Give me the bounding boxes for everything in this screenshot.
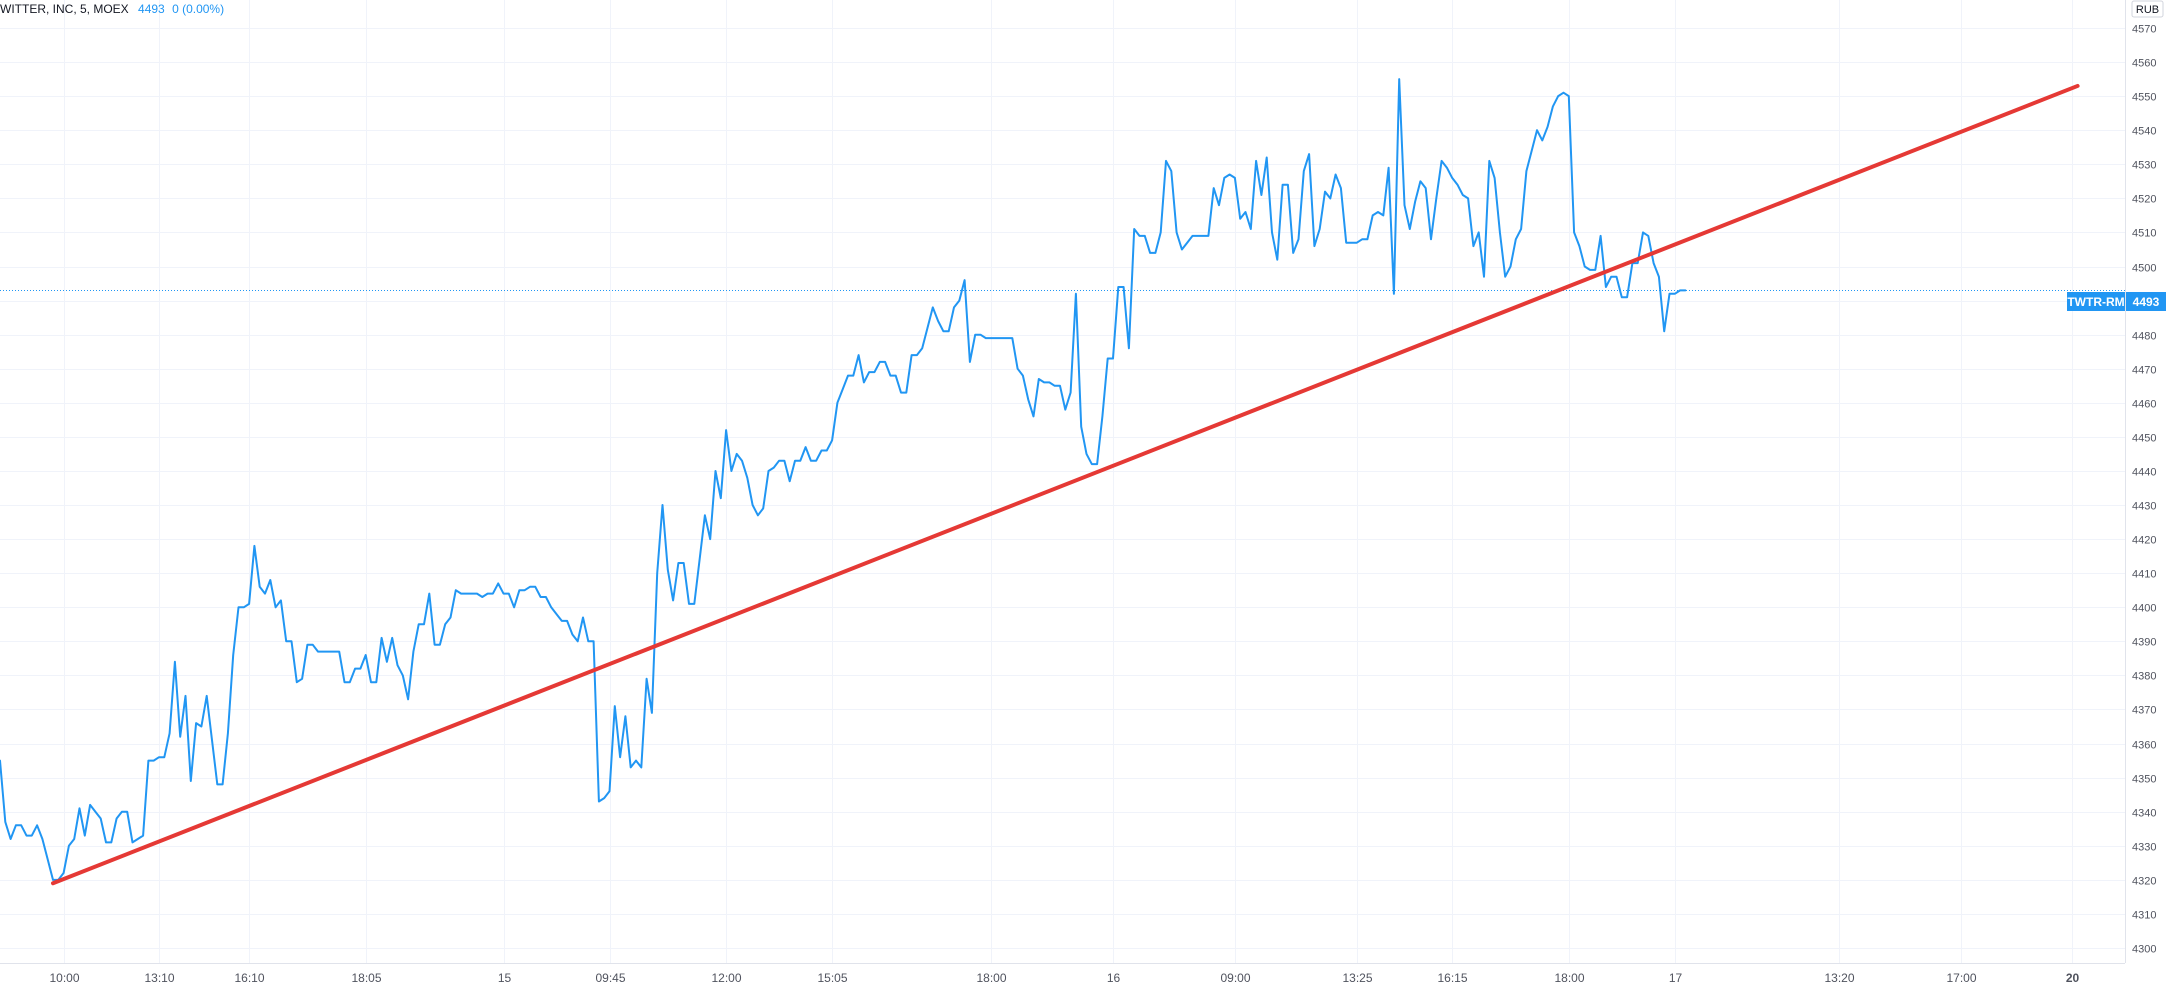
time-tick-label: 18:00: [976, 971, 1006, 985]
time-tick-label: 09:00: [1220, 971, 1250, 985]
time-tick-label: 18:00: [1554, 971, 1584, 985]
price-tick-label: 4450: [2132, 433, 2156, 445]
price-tick-label: 4370: [2132, 705, 2156, 717]
time-tick-label: 09:45: [595, 971, 625, 985]
price-tick-label: 4400: [2132, 603, 2156, 615]
ticker-badge-label: TWTR-RM: [2067, 295, 2124, 309]
drawing-layer: [51, 83, 2080, 886]
price-tick-label: 4520: [2132, 194, 2156, 206]
price-tick-label: 4300: [2132, 944, 2156, 956]
symbol-title: WITTER, INC, 5, MOEX: [0, 2, 129, 16]
currency-badge-frame: [2131, 0, 2164, 18]
price-tick-label: 4550: [2132, 92, 2156, 104]
price-tick-label: 4330: [2132, 842, 2156, 854]
price-tick-label: 4360: [2132, 740, 2156, 752]
time-tick-label: 12:00: [711, 971, 741, 985]
time-tick-label: 13:20: [1824, 971, 1854, 985]
time-tick-label: 17: [1669, 971, 1683, 985]
price-tick-label: 4310: [2132, 910, 2156, 922]
price-tick-label: 4440: [2132, 467, 2156, 479]
time-tick-label: 18:05: [351, 971, 381, 985]
price-axis[interactable]: 4300 4310 4320 4330 4340 4350 4360 4370 4380 4390…: [2125, 0, 2157, 963]
price-tick-label: 4560: [2132, 58, 2156, 70]
time-tick-label: 10:00: [49, 971, 79, 985]
price-tick-label: 4530: [2132, 160, 2156, 172]
price-tick-label: 4510: [2132, 228, 2156, 240]
time-tick-label: 13:25: [1342, 971, 1372, 985]
time-tick-label: 15: [498, 971, 512, 985]
currency-badge[interactable]: RUB: [2131, 0, 2164, 18]
symbol-legend[interactable]: WITTER, INC, 5, MOEX 4493 0 (0.00%): [0, 2, 224, 16]
last-price-value: 4493: [138, 2, 165, 16]
ticker-badge[interactable]: TWTR-RM: [2067, 292, 2125, 311]
price-tick-label: 4500: [2132, 263, 2156, 275]
price-tick-label: 4340: [2132, 808, 2156, 820]
price-tick-label: 4350: [2132, 774, 2156, 786]
time-tick-label: 16: [1107, 971, 1121, 985]
time-tick-label: 15:05: [817, 971, 847, 985]
time-tick-label: 17:00: [1946, 971, 1976, 985]
price-tick-label: 4570: [2132, 24, 2156, 36]
price-tick-label: 4380: [2132, 671, 2156, 683]
price-tick-label: 4540: [2132, 126, 2156, 138]
trend-line: [51, 83, 2080, 886]
time-tick-label: 20: [2066, 971, 2080, 985]
price-tick-label: 4430: [2132, 501, 2156, 513]
price-series-line: [0, 78, 1687, 881]
ticker-badge-bg: [2067, 292, 2125, 311]
price-tick-label: 4320: [2132, 876, 2156, 888]
time-axis[interactable]: 10:00 13:10 16:10 18:05 15 09:45 12:00 15:05 18:…: [0, 963, 2171, 986]
time-tick-label: 16:10: [234, 971, 264, 985]
price-tick-label: 4420: [2132, 535, 2156, 547]
last-price-label: 4493: [2133, 295, 2160, 309]
grid-layer: [0, 0, 2125, 963]
price-change: 0 (0.00%): [172, 2, 225, 16]
time-tick-label: 13:10: [144, 971, 174, 985]
price-tick-label: 4460: [2132, 399, 2156, 411]
price-tick-label: 4480: [2132, 331, 2156, 343]
price-tick-label: 4390: [2132, 637, 2156, 649]
price-tick-label: 4470: [2132, 365, 2156, 377]
series-layer: [0, 78, 2125, 881]
price-tick-label: 4410: [2132, 569, 2156, 581]
time-tick-label: 16:15: [1437, 971, 1467, 985]
currency-label: RUB: [2136, 4, 2159, 16]
last-price-badge-bg: [2126, 292, 2166, 311]
last-price-badge: 4493: [2126, 292, 2166, 311]
